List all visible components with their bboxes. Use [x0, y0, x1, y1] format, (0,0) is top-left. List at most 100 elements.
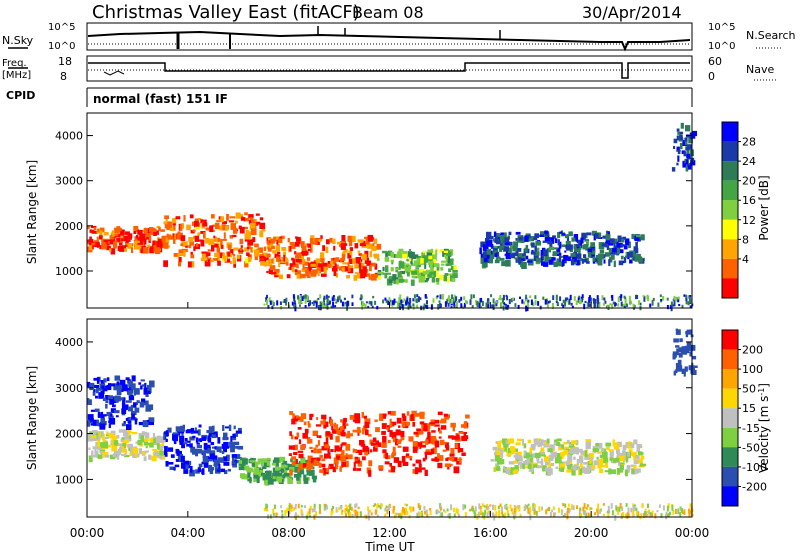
data-cell: [276, 300, 279, 306]
colorbar-segment: [722, 258, 738, 279]
data-cell: [496, 234, 501, 241]
data-cell: [331, 296, 334, 299]
data-cell: [682, 140, 688, 146]
data-cell: [296, 475, 300, 481]
data-cell: [523, 301, 526, 305]
data-cell: [494, 253, 498, 257]
data-cell: [309, 413, 314, 417]
data-cell: [132, 452, 136, 458]
data-cell: [527, 508, 530, 514]
data-cell: [384, 256, 390, 262]
data-cell: [492, 446, 498, 451]
data-cell: [508, 461, 515, 465]
data-cell: [544, 257, 550, 263]
data-cell: [407, 304, 410, 310]
data-cell: [413, 442, 418, 446]
data-cell: [514, 303, 517, 307]
data-cell: [597, 298, 600, 305]
data-cell: [370, 273, 377, 281]
data-cell: [218, 241, 222, 249]
data-cell: [180, 455, 185, 463]
data-cell: [559, 231, 563, 234]
data-cell: [536, 465, 542, 469]
data-cell: [106, 411, 113, 416]
data-cell: [357, 272, 362, 279]
data-cell: [679, 512, 682, 517]
data-cell: [567, 454, 573, 462]
data-cell: [89, 238, 92, 246]
data-cell: [194, 226, 201, 230]
data-cell: [597, 451, 602, 454]
data-cell: [266, 245, 270, 249]
data-cell: [290, 504, 293, 509]
data-cell: [584, 300, 587, 303]
data-cell: [367, 243, 373, 248]
data-cell: [128, 430, 132, 434]
data-cell: [303, 474, 307, 481]
data-cell: [489, 504, 492, 507]
data-cell: [382, 414, 386, 419]
data-cell: [272, 257, 275, 264]
data-cell: [247, 256, 252, 262]
data-cell: [187, 261, 192, 268]
data-cell: [318, 462, 322, 468]
data-cell: [182, 241, 188, 247]
nave-tick-top: 60: [708, 55, 722, 68]
data-cell: [654, 513, 657, 519]
data-cell: [416, 258, 422, 263]
data-cell: [412, 463, 416, 467]
data-cell: [130, 404, 133, 408]
data-cell: [288, 466, 295, 472]
data-cell: [341, 509, 344, 513]
data-cell: [270, 479, 277, 482]
data-cell: [406, 510, 409, 515]
data-cell: [579, 456, 584, 461]
data-cell: [639, 302, 642, 306]
data-cell: [552, 235, 556, 239]
data-cell: [177, 431, 181, 436]
data-cell: [675, 345, 680, 348]
data-cell: [509, 446, 515, 451]
data-cell: [532, 503, 535, 508]
data-cell: [435, 296, 438, 300]
data-cell: [405, 507, 408, 513]
data-cell: [583, 258, 588, 263]
data-cell: [586, 261, 590, 264]
data-cell: [223, 232, 226, 239]
data-cell: [227, 244, 232, 250]
data-cell: [124, 448, 127, 455]
data-cell: [335, 272, 338, 278]
data-cell: [364, 451, 369, 456]
data-cell: [395, 438, 399, 446]
data-cell: [492, 252, 495, 256]
data-cell: [620, 244, 625, 247]
data-cell: [212, 243, 219, 248]
data-cell: [367, 510, 370, 515]
data-cell: [384, 513, 387, 518]
data-cell: [504, 237, 510, 243]
data-cell: [161, 440, 165, 447]
data-cell: [684, 141, 688, 145]
data-cell: [193, 430, 199, 434]
data-cell: [354, 459, 361, 464]
data-cell: [149, 380, 155, 388]
data-cell: [531, 467, 535, 470]
data-cell: [244, 237, 250, 242]
data-cell: [575, 244, 581, 247]
data-cell: [352, 467, 357, 471]
data-cell: [630, 443, 635, 449]
data-cell: [185, 464, 189, 470]
data-cell: [431, 277, 436, 283]
freq-label: Freq.: [2, 58, 27, 69]
data-cell: [274, 275, 279, 278]
data-cell: [537, 441, 540, 448]
data-cell: [307, 423, 311, 428]
data-cell: [392, 506, 395, 512]
data-cell: [405, 453, 410, 458]
data-cell: [283, 254, 286, 262]
data-cell: [142, 247, 149, 254]
data-cell: [556, 258, 560, 265]
data-cell: [439, 507, 442, 511]
data-cell: [431, 458, 438, 462]
data-cell: [240, 247, 243, 251]
